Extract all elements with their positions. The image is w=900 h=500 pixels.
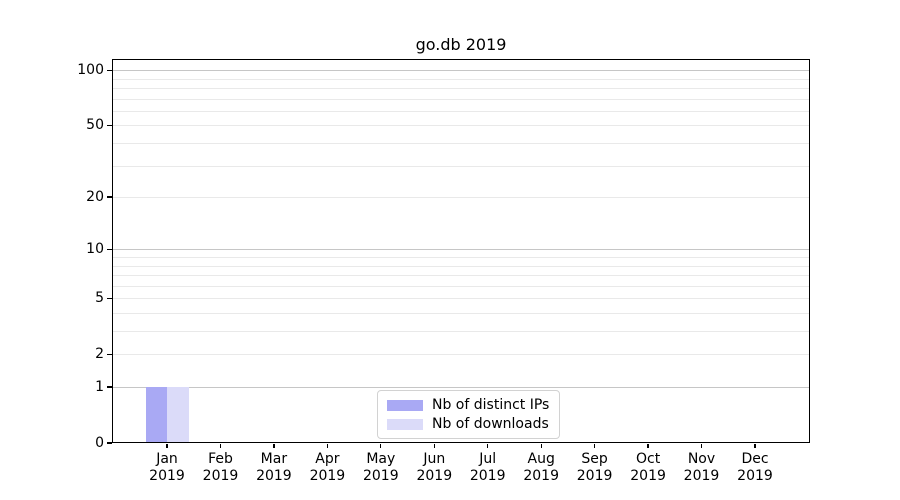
y-gridline-major xyxy=(112,125,810,127)
x-tick-label-mar: Mar 2019 xyxy=(242,451,306,485)
y-gridline-major xyxy=(112,249,810,251)
x-tick-label-jun: Jun 2019 xyxy=(402,451,466,485)
y-tick xyxy=(106,196,112,198)
x-tick-year: 2019 xyxy=(362,468,399,484)
chart-title: go.db 2019 xyxy=(415,35,507,54)
x-tick-label-nov: Nov 2019 xyxy=(670,451,734,485)
x-tick-month: Nov xyxy=(687,451,716,467)
y-gridline-minor xyxy=(112,143,810,144)
y-tick xyxy=(106,297,112,299)
x-tick-year: 2019 xyxy=(630,468,666,484)
y-tick xyxy=(106,124,112,127)
y-tick xyxy=(106,442,112,444)
x-tick-label-jul: Jul 2019 xyxy=(456,451,520,485)
y-gridline-minor xyxy=(112,88,810,89)
legend-label: Nb of downloads xyxy=(432,416,549,432)
x-tick xyxy=(273,443,275,448)
x-tick-month: Aug xyxy=(527,451,555,467)
y-gridline-minor xyxy=(112,313,810,314)
y-gridline-minor xyxy=(112,110,810,112)
x-tick xyxy=(754,443,756,448)
y-gridline-major xyxy=(112,387,810,388)
x-tick-month: Jul xyxy=(479,451,497,467)
legend-swatch xyxy=(387,418,423,430)
bar-nb-of-distinct-ips-jan-2019 xyxy=(145,387,167,443)
x-tick xyxy=(593,443,596,448)
x-tick-label-feb: Feb 2019 xyxy=(189,451,253,485)
x-tick xyxy=(540,443,542,448)
y-tick-label: 5 xyxy=(95,290,104,307)
x-tick-month: Feb xyxy=(208,451,233,467)
y-gridline-minor xyxy=(112,78,810,80)
y-tick-label: 100 xyxy=(77,62,104,79)
y-tick-label: 0 xyxy=(95,435,104,451)
x-tick xyxy=(433,443,435,448)
x-tick-year: 2019 xyxy=(202,468,239,484)
x-tick-label-jan: Jan 2019 xyxy=(135,451,199,485)
x-tick-label-aug: Aug 2019 xyxy=(509,451,573,485)
y-gridline-major xyxy=(112,70,810,72)
x-tick xyxy=(647,443,649,448)
y-tick xyxy=(106,353,112,355)
legend: Nb of distinct IPs Nb of downloads xyxy=(377,390,561,439)
x-tick-year: 2019 xyxy=(416,468,453,484)
y-gridline-minor xyxy=(112,265,810,267)
x-tick-label-apr: Apr 2019 xyxy=(295,451,359,485)
y-gridline-minor xyxy=(112,275,810,276)
y-tick-label: 1 xyxy=(95,379,104,395)
y-gridline-minor xyxy=(112,285,810,287)
y-tick-label: 50 xyxy=(86,117,104,134)
x-tick-month: Mar xyxy=(260,451,288,467)
x-tick xyxy=(700,443,703,448)
x-tick-year: 2019 xyxy=(149,468,185,484)
x-tick-year: 2019 xyxy=(309,468,346,484)
x-tick-month: Sep xyxy=(581,451,608,467)
x-tick xyxy=(326,443,329,448)
x-tick-month: Dec xyxy=(741,451,769,467)
x-tick-month: Jan xyxy=(156,451,178,467)
y-tick xyxy=(106,248,112,250)
x-tick-month: Jun xyxy=(423,451,446,467)
x-tick-label-oct: Oct 2019 xyxy=(616,451,680,485)
y-gridline-major xyxy=(112,298,810,300)
x-tick-label-sep: Sep 2019 xyxy=(563,451,627,485)
legend-item-nb-of-distinct-ips: Nb of distinct IPs xyxy=(387,396,549,414)
x-tick-year: 2019 xyxy=(523,468,559,484)
legend-item-nb-of-downloads: Nb of downloads xyxy=(387,415,549,433)
y-gridline-major xyxy=(112,197,810,199)
y-tick xyxy=(106,69,112,71)
y-gridline-minor xyxy=(112,257,810,258)
plot-area xyxy=(112,59,810,443)
y-tick xyxy=(106,386,112,388)
x-tick-label-may: May 2019 xyxy=(349,451,413,485)
y-tick-label: 2 xyxy=(95,346,104,363)
x-tick-label-dec: Dec 2019 xyxy=(723,451,787,485)
bar-nb-of-downloads-jan-2019 xyxy=(167,387,189,443)
x-tick-year: 2019 xyxy=(469,468,506,484)
x-tick-month: May xyxy=(366,451,396,467)
y-gridline-minor xyxy=(112,331,810,332)
y-gridline-minor xyxy=(112,165,810,167)
x-tick-month: Apr xyxy=(315,451,340,467)
y-tick-label: 20 xyxy=(86,189,104,206)
x-tick xyxy=(487,443,489,448)
x-tick-year: 2019 xyxy=(256,468,292,484)
x-tick-year: 2019 xyxy=(683,468,720,484)
y-gridline-minor xyxy=(112,98,810,100)
legend-label: Nb of distinct IPs xyxy=(432,397,550,413)
x-tick-year: 2019 xyxy=(737,468,773,484)
y-gridline-major xyxy=(112,354,810,356)
x-tick xyxy=(219,443,222,448)
x-tick xyxy=(166,443,168,448)
legend-swatch xyxy=(387,399,423,411)
x-tick-year: 2019 xyxy=(576,468,613,484)
x-tick xyxy=(380,443,382,448)
x-tick-month: Oct xyxy=(635,451,661,467)
y-tick-label: 10 xyxy=(86,241,104,258)
